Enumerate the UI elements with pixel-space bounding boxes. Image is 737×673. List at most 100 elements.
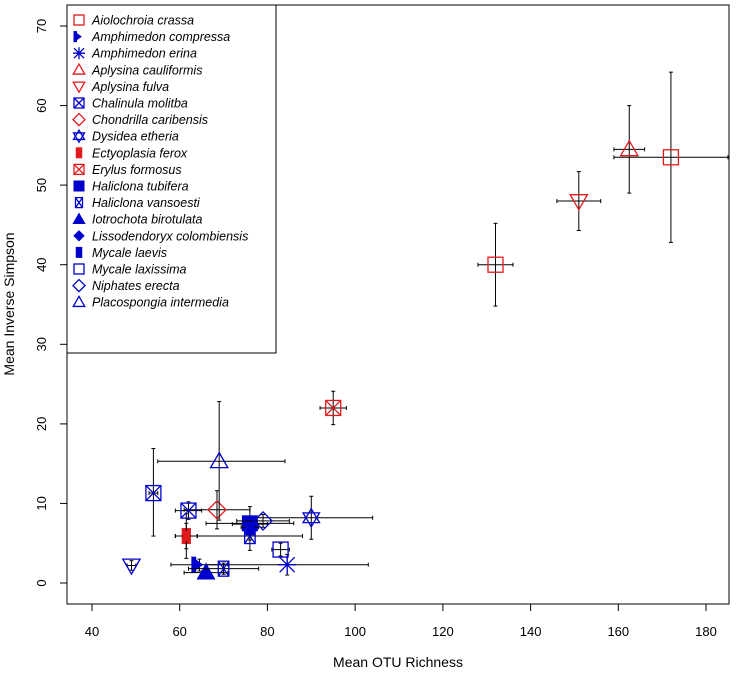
point-marker xyxy=(569,194,589,211)
legend-label: Chondrilla caribensis xyxy=(92,113,208,127)
point-marker xyxy=(207,499,227,520)
legend-item: Niphates erecta xyxy=(72,278,180,293)
legend-box xyxy=(66,4,277,354)
legend-label: Niphates erecta xyxy=(92,279,180,293)
point-marker xyxy=(217,560,230,577)
data-point xyxy=(477,222,514,307)
legend-marker xyxy=(73,97,85,109)
legend-label: Haliclona vansoesti xyxy=(92,196,201,210)
legend-label: Haliclona tubifera xyxy=(92,180,189,194)
legend-marker xyxy=(72,132,86,144)
legend-marker xyxy=(74,196,84,209)
point-marker xyxy=(145,484,162,502)
data-point xyxy=(157,401,286,521)
y-tick-label: 10 xyxy=(34,496,49,510)
legend-item: Chondrilla caribensis xyxy=(72,112,208,127)
point-marker xyxy=(196,563,216,580)
data-point xyxy=(613,71,729,243)
legend-label: Lissodendoryx colombiensis xyxy=(92,229,248,243)
legend-marker xyxy=(73,97,85,109)
legend-marker xyxy=(73,263,85,275)
x-tick-label: 180 xyxy=(695,624,717,639)
legend-marker xyxy=(73,14,85,26)
legend-marker xyxy=(73,230,85,242)
legend-item: Dysidea etheria xyxy=(72,128,179,144)
legend-item: Iotrochota birotulata xyxy=(72,212,203,227)
legend-item: Aplysina fulva xyxy=(72,80,169,94)
point-marker xyxy=(662,149,680,166)
legend-label: Iotrochota birotulata xyxy=(92,213,203,227)
legend-marker xyxy=(72,212,86,224)
point-marker xyxy=(245,519,255,536)
data-points xyxy=(121,71,729,580)
y-tick-label: 0 xyxy=(34,579,49,586)
data-point xyxy=(174,501,203,520)
legend-label: Chalinula molitba xyxy=(92,97,188,111)
legend-item: Erylus formosus xyxy=(73,163,182,177)
y-tick-label: 50 xyxy=(34,178,49,192)
legend-marker xyxy=(73,163,85,176)
legend-marker xyxy=(72,128,86,141)
point-marker xyxy=(301,507,321,524)
legend-marker xyxy=(74,197,84,208)
legend-marker xyxy=(72,278,86,293)
legend-label: Dysidea etheria xyxy=(92,130,179,144)
data-point xyxy=(613,105,646,194)
legend-marker xyxy=(72,112,86,127)
legend-label: Mycale laxissima xyxy=(92,263,187,277)
data-point xyxy=(196,521,304,551)
x-tick-label: 80 xyxy=(260,624,274,639)
data-point xyxy=(236,511,290,531)
legend-item: Haliclona tubifera xyxy=(73,180,189,194)
x-tick-label: 40 xyxy=(85,624,99,639)
point-marker xyxy=(191,556,197,573)
data-point xyxy=(240,519,260,536)
legend-label: Aplysina fulva xyxy=(91,80,169,94)
legend-label: Ectyoplasia ferox xyxy=(92,146,188,160)
point-marker xyxy=(301,512,321,529)
data-point xyxy=(121,558,142,576)
point-marker xyxy=(217,560,230,577)
point-marker xyxy=(325,399,342,417)
legend-item: Haliclona vansoesti xyxy=(74,196,201,210)
point-marker xyxy=(145,485,162,502)
point-marker xyxy=(253,511,273,531)
legend-label: Amphimedon compressa xyxy=(91,30,230,44)
y-tick-label: 70 xyxy=(34,19,49,33)
point-marker xyxy=(182,531,190,542)
point-marker xyxy=(180,502,197,519)
legend-label: Mycale laevis xyxy=(92,246,167,260)
legend-item: Aplysina cauliformis xyxy=(72,62,202,77)
legend-item: Placospongia intermedia xyxy=(72,295,229,310)
data-point xyxy=(187,560,260,577)
data-point xyxy=(271,541,290,558)
x-tick-label: 160 xyxy=(607,624,629,639)
legend-marker xyxy=(72,295,86,308)
x-ticks xyxy=(91,604,707,611)
legend-marker xyxy=(72,62,86,75)
legend-item: Mycale laevis xyxy=(75,246,167,260)
legend-marker xyxy=(73,180,85,192)
x-tick-label: 100 xyxy=(344,624,366,639)
legend-label: Placospongia intermedia xyxy=(92,296,229,310)
point-marker xyxy=(180,502,197,519)
y-tick-label: 60 xyxy=(34,98,49,112)
point-marker xyxy=(272,541,289,558)
legend-item: Ectyoplasia ferox xyxy=(75,146,188,160)
legend-label: Aplysina cauliformis xyxy=(91,63,202,77)
point-marker xyxy=(325,399,342,416)
legend-marker xyxy=(73,47,85,60)
legend-item: Amphimedon erina xyxy=(73,47,197,61)
data-point xyxy=(319,390,347,426)
legend-item: Chalinula molitba xyxy=(73,97,188,111)
data-point xyxy=(556,171,602,231)
legend-marker xyxy=(75,246,83,258)
x-tick-label: 60 xyxy=(172,624,186,639)
y-axis: 0 10 20 30 40 50 60 70 xyxy=(34,19,68,587)
point-marker xyxy=(278,555,297,574)
data-point xyxy=(174,522,198,550)
legend: Aiolochroia crassa Amphimedon compressa Am… xyxy=(66,4,277,354)
legend-label: Amphimedon erina xyxy=(91,47,197,61)
x-tick-label: 120 xyxy=(432,624,454,639)
